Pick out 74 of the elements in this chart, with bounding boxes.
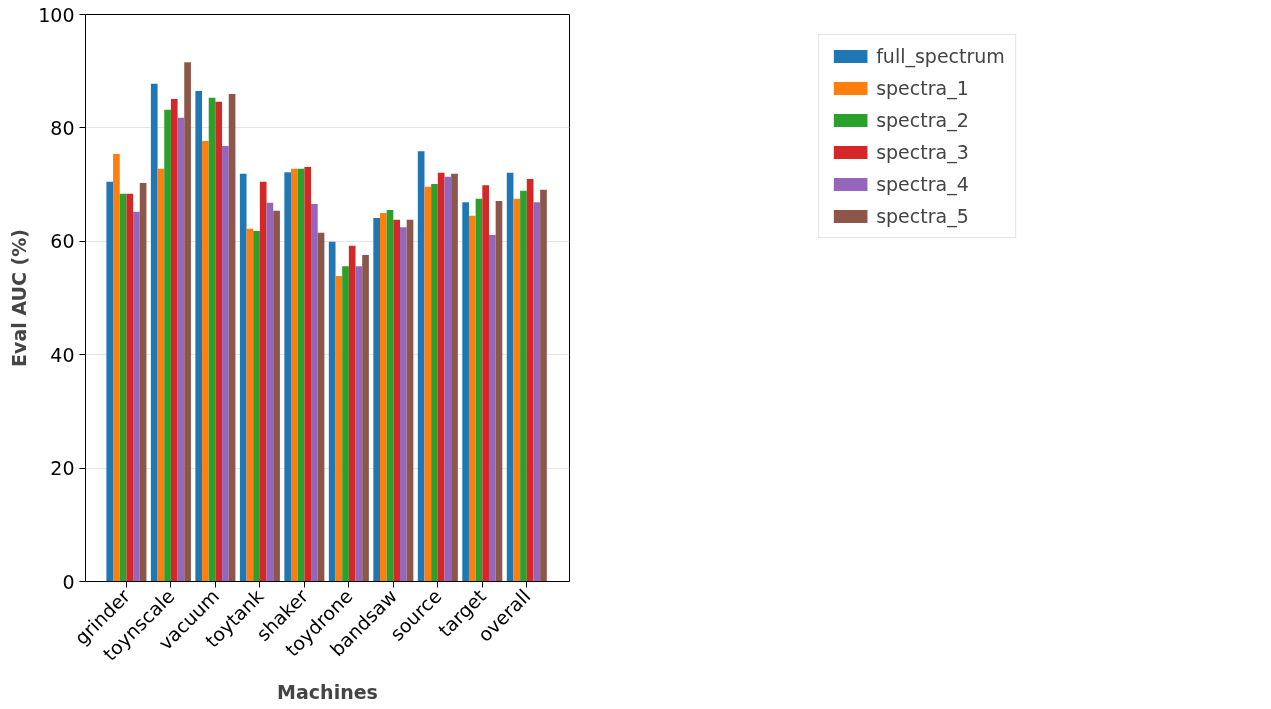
legend-label: spectra_4	[876, 173, 969, 195]
bar	[393, 219, 401, 582]
bar	[113, 153, 120, 582]
bar	[222, 146, 229, 582]
bar	[540, 189, 547, 582]
y-axis-title: Eval AUC (%)	[8, 229, 31, 367]
bar	[246, 228, 254, 582]
bar	[266, 202, 274, 582]
bar	[386, 210, 394, 582]
bar	[468, 215, 476, 582]
bar	[139, 182, 147, 582]
bar	[170, 98, 178, 582]
bar	[488, 235, 496, 582]
legend-label: spectra_5	[876, 205, 969, 227]
bar	[475, 198, 483, 582]
bar	[195, 91, 203, 582]
bar	[202, 140, 209, 582]
bar	[406, 219, 414, 582]
y-tick-label: 100	[38, 3, 75, 26]
bar	[495, 201, 503, 582]
bar	[133, 211, 140, 582]
bar	[328, 241, 336, 582]
legend-label: spectra_3	[876, 141, 969, 163]
bar	[424, 186, 432, 582]
bar	[462, 202, 469, 582]
bar	[239, 173, 247, 582]
bar	[215, 101, 223, 582]
bar	[348, 245, 356, 582]
legend-label: full_spectrum	[876, 45, 1005, 67]
bar	[119, 193, 127, 582]
bar	[506, 172, 514, 582]
bar	[184, 62, 191, 582]
bar	[164, 109, 171, 582]
bar	[482, 185, 489, 582]
bar	[335, 275, 343, 582]
bar	[444, 176, 452, 582]
bar	[259, 181, 267, 582]
bar	[342, 266, 349, 582]
bar	[311, 203, 318, 582]
bar	[431, 184, 438, 582]
y-tick-label: 60	[50, 230, 75, 253]
x-axis-title: Machines	[277, 680, 378, 703]
bar	[106, 181, 114, 582]
bar	[297, 168, 305, 582]
bar	[177, 117, 185, 582]
bar	[273, 210, 280, 582]
y-tick-label: 20	[50, 457, 75, 480]
bar	[513, 198, 521, 582]
bar	[253, 231, 260, 582]
bar	[400, 227, 407, 582]
bar	[526, 178, 534, 582]
bar	[417, 151, 425, 582]
legend-label: spectra_1	[876, 77, 969, 99]
bar	[208, 97, 216, 582]
bar	[533, 202, 541, 582]
bar	[520, 190, 527, 582]
y-tick-label: 40	[50, 343, 75, 366]
bar	[437, 172, 445, 582]
legend-label: spectra_2	[876, 109, 969, 131]
bar	[126, 193, 134, 582]
bar	[291, 168, 298, 582]
bar	[317, 232, 325, 582]
bar	[362, 254, 369, 582]
bar	[304, 167, 312, 582]
y-tick-label: 80	[50, 116, 75, 139]
bar	[157, 168, 165, 582]
bar	[451, 173, 458, 582]
y-tick-label: 0	[62, 570, 75, 593]
bar	[284, 172, 292, 582]
bar	[379, 212, 387, 582]
bar	[373, 218, 380, 582]
bar	[150, 83, 158, 582]
bar	[355, 266, 363, 582]
bar	[228, 93, 236, 582]
